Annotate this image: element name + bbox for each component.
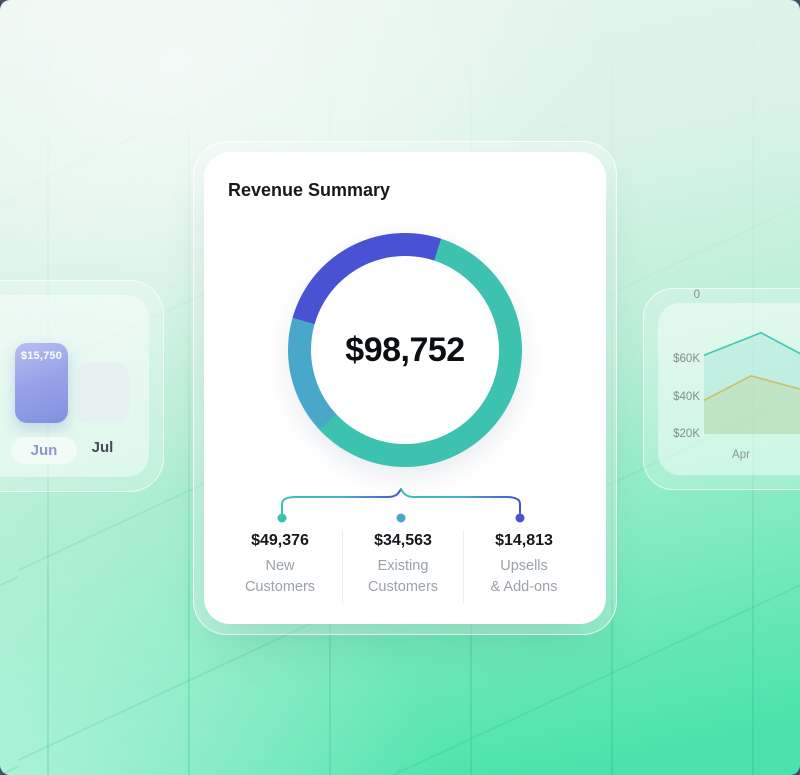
donut-hole: $98,752 xyxy=(311,256,499,444)
stat-label: Upsells & Add-ons xyxy=(490,558,558,595)
bracket-left-branch xyxy=(281,488,402,514)
bar-value-tooltip: $15,750 xyxy=(20,350,63,362)
stat-upsells-addons: $14,813 Upsells & Add-ons xyxy=(463,530,584,604)
bracket-dot xyxy=(277,513,287,523)
revenue-summary-card: Revenue Summary $98,752 xyxy=(204,152,606,624)
stat-label: Existing Customers xyxy=(367,558,439,595)
bracket-dot xyxy=(396,513,406,523)
mini-bar-chart-card: $15,750 Jun Jul xyxy=(0,280,164,492)
y-axis-tick: $60K xyxy=(673,353,700,365)
bracket-dot xyxy=(515,513,525,523)
stat-new-customers: $49,376 New Customers xyxy=(218,530,342,604)
revenue-breakdown: $49,376 New Customers $34,563 Existing C… xyxy=(204,530,606,604)
area-chart-svg xyxy=(703,331,800,434)
mini-area-chart-card: $60K $40K $20K 0 Apr xyxy=(643,288,800,490)
y-axis-tick: 0 xyxy=(693,289,700,301)
bar-jun[interactable]: $15,750 xyxy=(15,343,68,423)
bar-jul[interactable] xyxy=(76,363,129,423)
month-toggle-jul[interactable]: Jul xyxy=(91,439,114,456)
bracket-connector xyxy=(277,468,525,523)
stat-existing-customers: $34,563 Existing Customers xyxy=(342,530,463,604)
total-revenue-value: $98,752 xyxy=(345,330,465,369)
stat-value: $14,813 xyxy=(495,532,553,549)
stat-label: New Customers xyxy=(244,558,316,595)
y-axis-tick: $40K xyxy=(673,391,700,403)
y-axis-tick: $20K xyxy=(673,428,700,440)
mini-area-chart-panel xyxy=(658,303,800,475)
x-axis-tick: Apr xyxy=(732,449,750,461)
revenue-donut-chart: $98,752 xyxy=(288,233,522,467)
stat-value: $49,376 xyxy=(251,532,309,549)
month-toggle-jun[interactable]: Jun xyxy=(11,437,77,464)
revenue-summary-halo: Revenue Summary $98,752 xyxy=(193,141,617,635)
page-title: Revenue Summary xyxy=(228,180,391,200)
bracket-right-branch xyxy=(400,488,521,514)
stat-value: $34,563 xyxy=(374,532,432,549)
